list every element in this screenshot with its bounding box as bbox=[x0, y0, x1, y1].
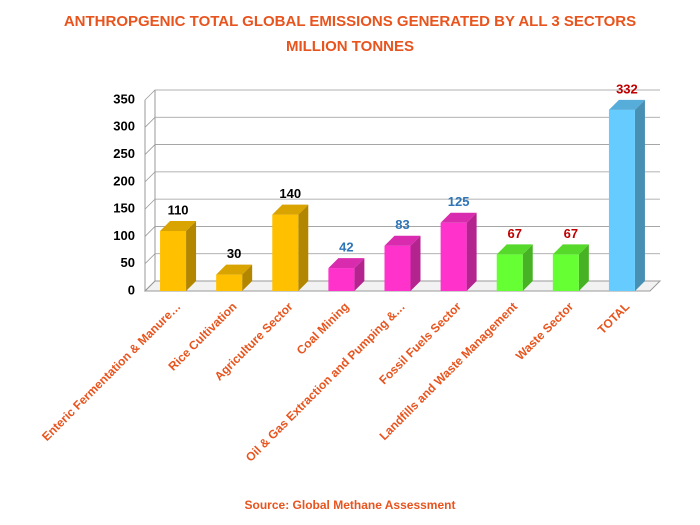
bar-side bbox=[578, 244, 589, 291]
bar-top bbox=[552, 244, 589, 255]
bar bbox=[272, 214, 299, 291]
x-tick-label: Coal Mining bbox=[294, 299, 352, 357]
bar bbox=[384, 245, 411, 291]
x-tick-label: Enteric Fermentation & Manure… bbox=[39, 299, 183, 443]
y-tick-label: 0 bbox=[128, 282, 135, 297]
value-label: 67 bbox=[564, 226, 578, 241]
value-label: 83 bbox=[395, 217, 409, 232]
y-tick-label: 150 bbox=[113, 201, 135, 216]
value-label: 332 bbox=[616, 81, 638, 96]
grid-line bbox=[144, 171, 660, 183]
y-tick-label: 250 bbox=[113, 146, 135, 161]
source: Source: Global Methane Assessment bbox=[245, 498, 456, 512]
bar-top bbox=[272, 204, 309, 215]
y-tick-label: 50 bbox=[121, 255, 135, 270]
grid-line bbox=[144, 226, 660, 237]
bar bbox=[160, 230, 187, 291]
value-label: 110 bbox=[168, 202, 189, 217]
bar bbox=[552, 254, 579, 291]
bar bbox=[496, 254, 523, 291]
bar-top bbox=[160, 220, 197, 231]
y-tick-label: 300 bbox=[113, 119, 135, 134]
x-tick-label: Waste Sector bbox=[513, 299, 577, 363]
bar-top bbox=[328, 258, 365, 269]
grid-line bbox=[144, 280, 660, 292]
bar-top bbox=[384, 235, 421, 246]
bar-side bbox=[466, 212, 477, 291]
y-tick-label: 100 bbox=[113, 228, 135, 243]
grid-line bbox=[144, 144, 660, 155]
bar-top bbox=[216, 264, 253, 275]
bar-side bbox=[298, 204, 309, 291]
value-label: 30 bbox=[227, 246, 241, 261]
bar-side bbox=[354, 258, 365, 291]
bar-top bbox=[496, 244, 533, 255]
bar-top bbox=[440, 212, 477, 223]
value-label: 42 bbox=[339, 240, 353, 255]
chart-title: MILLION TONNES bbox=[286, 38, 414, 55]
value-label: 140 bbox=[279, 186, 301, 201]
grid-line bbox=[144, 253, 660, 264]
bar-side bbox=[242, 264, 253, 291]
y-tick-label: 350 bbox=[113, 91, 135, 106]
bar-side bbox=[634, 99, 645, 291]
bar bbox=[328, 268, 355, 291]
bar bbox=[216, 274, 243, 291]
y-tick-label: 200 bbox=[113, 173, 135, 188]
bar bbox=[608, 109, 635, 291]
value-label: 67 bbox=[507, 226, 521, 241]
value-label: 125 bbox=[448, 194, 470, 209]
grid-line bbox=[144, 89, 660, 101]
back-wall bbox=[144, 90, 156, 292]
chart-title: ANTHROPGENIC TOTAL GLOBAL EMISSIONS GENE… bbox=[64, 13, 636, 30]
bar-side bbox=[186, 220, 197, 291]
x-tick-label: TOTAL bbox=[595, 299, 632, 336]
grid-line bbox=[144, 198, 660, 210]
grid-line bbox=[144, 116, 660, 128]
bar-side bbox=[522, 244, 533, 291]
bar bbox=[440, 222, 467, 291]
bar-side bbox=[410, 235, 421, 291]
bar-top bbox=[608, 99, 645, 110]
